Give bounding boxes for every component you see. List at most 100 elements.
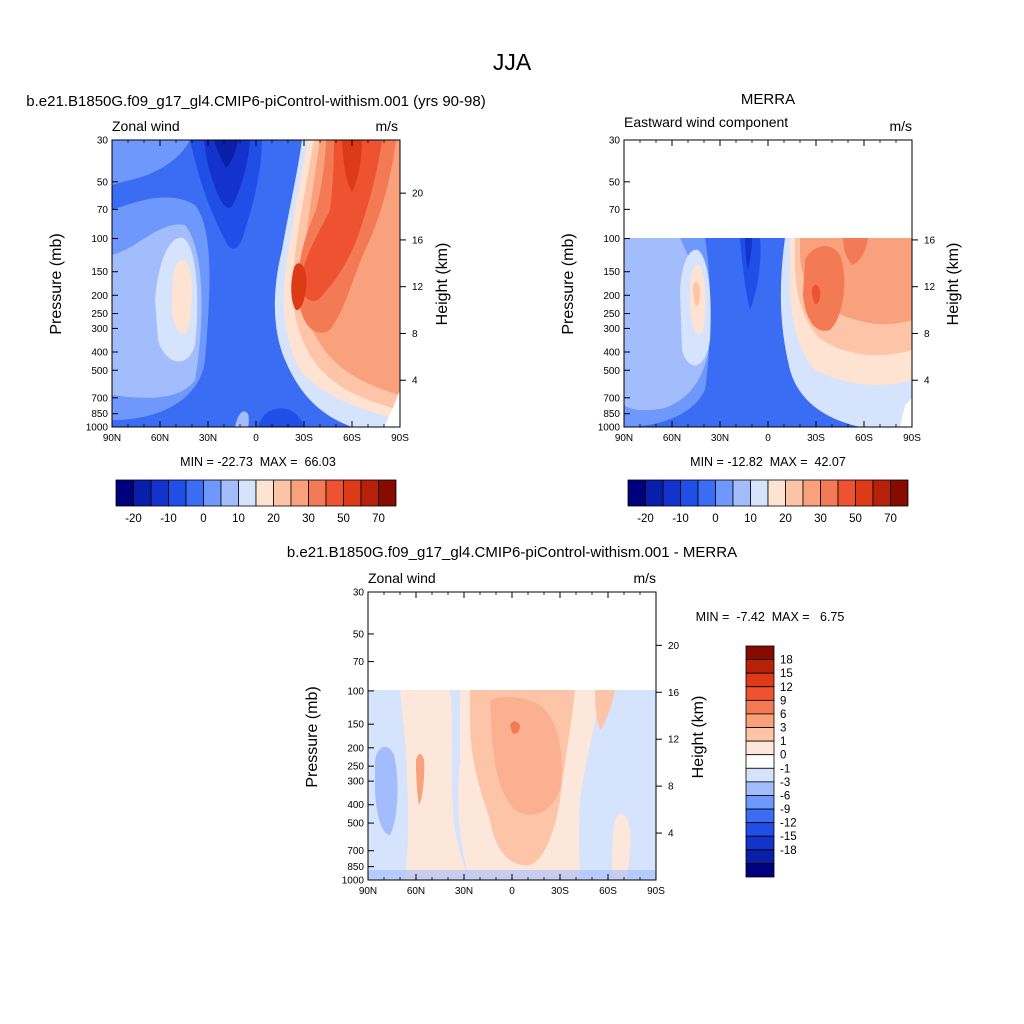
panel-merra-colorbar-swatch xyxy=(820,479,839,507)
panel-model-colorbar-swatch xyxy=(238,479,257,507)
panel-model-ptick-label: 850 xyxy=(91,409,108,420)
panel-model-contours xyxy=(112,140,400,427)
panel-model-colorbar-swatch xyxy=(133,479,152,507)
panel-model-xtick-label: 30S xyxy=(295,433,313,444)
panel-merra-htick-label: 16 xyxy=(924,235,936,246)
panel-diff-left-string: Zonal wind xyxy=(368,570,436,586)
panel-merra-ptick-label: 70 xyxy=(609,205,621,216)
panel-diff-colorbar-label: 1 xyxy=(780,736,786,748)
panel-diff-colorbar-label: -1 xyxy=(780,763,790,775)
panel-model-colorbar-swatch xyxy=(203,479,222,507)
panel-model-stats: MIN = -22.73 MAX = 66.03 xyxy=(180,455,336,469)
panel-diff-units: m/s xyxy=(633,570,656,586)
panel-merra-xtick-label: 30S xyxy=(807,433,825,444)
panel-diff-colorbar-swatch xyxy=(745,767,775,783)
panel-merra-xtick-label: 90N xyxy=(615,433,633,444)
panel-diff-colorbar-swatch xyxy=(745,645,775,660)
panel-merra-ptick-label: 700 xyxy=(603,393,620,404)
panel-diff-ptick-label: 1000 xyxy=(342,876,365,887)
panel-diff-ptick-label: 70 xyxy=(353,657,365,668)
panel-model-colorbar-swatch xyxy=(150,479,169,507)
panel-diff-xtick-label: 0 xyxy=(509,886,515,897)
panel-model-colorbar-swatch xyxy=(185,479,204,507)
panel-diff-htick-label: 12 xyxy=(668,735,680,746)
panel-model-colorbar-label: 50 xyxy=(337,513,350,525)
panel-merra-ptick-label: 100 xyxy=(603,234,620,245)
panel-diff-colorbar-swatch xyxy=(745,727,775,742)
panel-model-ptick-label: 700 xyxy=(91,393,108,404)
panel-model-htick-label: 16 xyxy=(412,235,424,246)
panel-merra-colorbar-swatch xyxy=(802,479,821,507)
panel-merra-colorbar-swatch xyxy=(697,479,716,507)
panel-merra-colorbar-swatch xyxy=(855,479,874,507)
panel-model: b.e21.B1850G.f09_g17_gl4.CMIP6-piControl… xyxy=(26,93,485,525)
panel-model-xtick-label: 0 xyxy=(253,433,259,444)
panel-diff-ylabel: Pressure (mb) xyxy=(304,686,321,787)
panel-merra-left-string: Eastward wind component xyxy=(624,114,788,130)
panel-model-htick-label: 8 xyxy=(412,329,418,340)
panel-diff-ptick-label: 150 xyxy=(347,720,364,731)
panel-merra-stats: MIN = -12.82 MAX = 42.07 xyxy=(690,455,846,469)
panel-model-colorbar-swatch xyxy=(308,479,327,507)
panel-diff-colorbar-swatch xyxy=(745,808,775,824)
panel-model-xtick-label: 30N xyxy=(199,433,217,444)
panel-diff-colorbar-label: -12 xyxy=(780,818,797,830)
panel-merra-xtick-label: 90S xyxy=(903,433,921,444)
panel-merra-colorbar-swatch xyxy=(767,479,786,507)
panel-model-units: m/s xyxy=(375,118,398,134)
panel-merra-colorbar-swatch xyxy=(680,479,699,507)
panel-model-xtick-label: 90N xyxy=(103,433,121,444)
panel-merra-ptick-label: 150 xyxy=(603,267,620,278)
panel-merra-htick-label: 4 xyxy=(924,376,930,387)
panel-merra-xtick-label: 60N xyxy=(663,433,681,444)
panel-model-colorbar-swatch xyxy=(378,479,397,507)
panel-model-ptick-label: 100 xyxy=(91,234,108,245)
panel-merra-ptick-label: 850 xyxy=(603,409,620,420)
panel-merra-htick-label: 12 xyxy=(924,282,936,293)
panel-diff-colorbar-swatch xyxy=(745,835,775,851)
panel-diff-htick-label: 20 xyxy=(668,641,680,652)
panel-merra-y2label: Height (km) xyxy=(945,243,962,326)
panel-diff-xtick-label: 90N xyxy=(359,886,377,897)
panel-diff-title: b.e21.B1850G.f09_g17_gl4.CMIP6-piControl… xyxy=(287,544,737,561)
panel-diff-ptick-label: 850 xyxy=(347,862,364,873)
panel-model-colorbar-swatch xyxy=(255,479,274,507)
panel-model-ptick-label: 150 xyxy=(91,267,108,278)
panel-merra-colorbar-swatch xyxy=(785,479,804,507)
panel-diff-y2label: Height (km) xyxy=(690,696,707,779)
panel-merra-ptick-label: 500 xyxy=(603,366,620,377)
panel-model-ptick-label: 200 xyxy=(91,291,108,302)
panel-merra-units: m/s xyxy=(889,118,912,134)
panel-diff-colorbar-swatch xyxy=(745,795,775,810)
panel-model-htick-label: 20 xyxy=(412,189,424,200)
panel-diff: b.e21.B1850G.f09_g17_gl4.CMIP6-piControl… xyxy=(287,544,844,897)
panel-model-title: b.e21.B1850G.f09_g17_gl4.CMIP6-piControl… xyxy=(26,93,485,110)
panel-diff-colorbar-label: 18 xyxy=(780,655,793,667)
panel-diff-colorbar-swatch xyxy=(745,822,775,837)
panel-diff-colorbar-label: -9 xyxy=(780,804,790,816)
panel-model-htick-label: 12 xyxy=(412,282,424,293)
panel-model-ptick-label: 30 xyxy=(97,136,109,147)
panel-merra-ptick-label: 250 xyxy=(603,309,620,320)
panel-diff-htick-label: 8 xyxy=(668,782,674,793)
panel-model-ptick-label: 70 xyxy=(97,205,109,216)
panel-merra-ptick-label: 30 xyxy=(609,136,621,147)
panel-diff-colorbar-swatch xyxy=(745,659,775,674)
panel-model-ylabel: Pressure (mb) xyxy=(48,233,65,334)
panel-model-colorbar-label: 0 xyxy=(200,513,206,525)
panel-diff-colorbar-label: -6 xyxy=(780,790,790,802)
panel-diff-ptick-label: 500 xyxy=(347,819,364,830)
panel-diff-colorbar-label: -15 xyxy=(780,831,797,843)
panel-merra-colorbar-swatch xyxy=(750,479,769,507)
panel-diff-ptick-label: 200 xyxy=(347,743,364,754)
panel-diff-ptick-label: 50 xyxy=(353,629,365,640)
panel-merra-title: MERRA xyxy=(741,91,795,108)
panel-diff-colorbar-label: 6 xyxy=(780,709,786,721)
panel-merra-colorbar-label: -10 xyxy=(672,513,689,525)
panel-merra-xtick-label: 60S xyxy=(855,433,873,444)
panel-merra-ptick-label: 300 xyxy=(603,324,620,335)
panel-diff-xtick-label: 60S xyxy=(599,886,617,897)
panel-model-y2label: Height (km) xyxy=(434,243,451,326)
panel-model-ptick-label: 50 xyxy=(97,177,109,188)
